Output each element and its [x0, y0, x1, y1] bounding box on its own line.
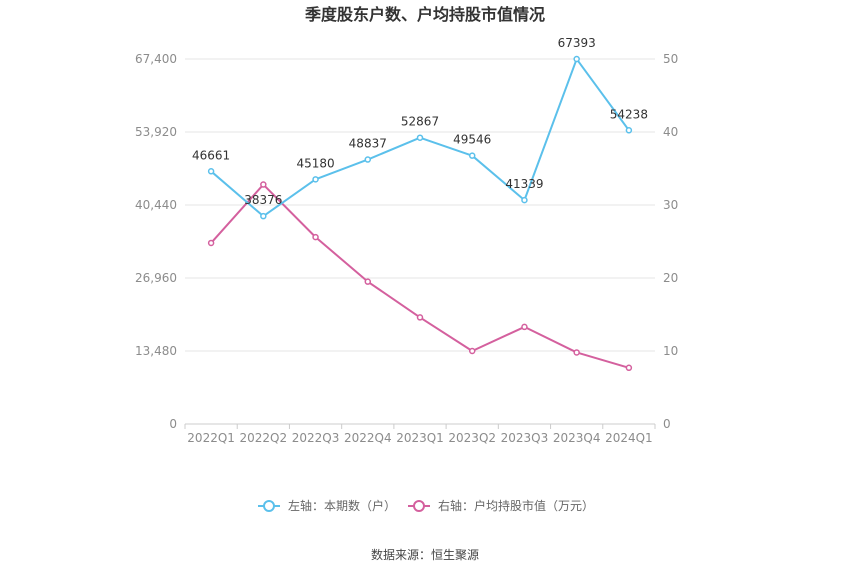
x-axis-tick-label: 2022Q4	[344, 431, 392, 445]
data-point	[260, 212, 267, 220]
data-point	[625, 364, 633, 372]
source-note: 数据来源：恒生聚源	[371, 547, 479, 562]
data-label: 41339	[505, 177, 543, 191]
data-point	[416, 134, 424, 141]
data-label: 67393	[558, 36, 596, 50]
left-axis-tick-label: 40,440	[135, 198, 177, 212]
data-label: 45180	[296, 156, 334, 170]
series-line-1	[210, 183, 630, 369]
data-point	[625, 127, 633, 134]
x-axis-tick-label: 2022Q1	[187, 431, 235, 445]
x-axis-tick-label: 2023Q2	[448, 431, 496, 445]
data-label: 38376	[244, 193, 282, 207]
series-layer: 46661 38376 45180 48837 52867 49546 41339 67393…	[192, 36, 648, 372]
data-label: 49546	[453, 133, 491, 147]
right-axis-tick-label: 0	[663, 417, 671, 431]
right-axis-tick-label: 50	[663, 52, 678, 66]
right-axis-tick-label: 40	[663, 125, 678, 139]
data-point	[468, 152, 476, 159]
legend-marker	[263, 500, 275, 512]
right-axis-tick-label: 30	[663, 198, 678, 212]
data-point	[312, 176, 319, 183]
data-point	[573, 55, 580, 63]
data-point	[573, 349, 580, 356]
left-axis-tick-label: 13,480	[135, 344, 177, 358]
data-label: 48837	[349, 137, 387, 151]
data-point	[416, 314, 424, 321]
data-label: 52867	[401, 115, 439, 129]
legend-item-1[interactable]: 右轴：户均持股市值（万元）	[408, 498, 594, 513]
x-axis-tick-label: 2022Q3	[292, 431, 340, 445]
right-axis-tick-label: 10	[663, 344, 678, 358]
data-point	[207, 168, 215, 175]
left-axis-tick-label: 26,960	[135, 271, 177, 285]
data-label: 54238	[610, 107, 648, 121]
x-axis-tick-label: 2024Q1	[605, 431, 653, 445]
data-point	[260, 181, 267, 188]
chart-title: 季度股东户数、户均持股市值情况	[304, 5, 545, 24]
data-point	[521, 196, 528, 204]
legend-label: 左轴：本期数（户）	[288, 498, 396, 513]
legend-marker	[413, 500, 425, 512]
data-point	[521, 323, 528, 331]
data-point	[364, 278, 372, 285]
right-axis-tick-label: 20	[663, 271, 678, 285]
legend-item-0[interactable]: 左轴：本期数（户）	[258, 498, 396, 513]
data-point	[468, 347, 476, 355]
x-axis-tick-label: 2022Q2	[240, 431, 288, 445]
data-point	[207, 239, 215, 247]
left-axis-tick-label: 53,920	[135, 125, 177, 139]
data-point	[364, 156, 372, 163]
legend[interactable]: 左轴：本期数（户） 右轴：户均持股市值（万元）	[258, 498, 594, 513]
left-axis-tick-label: 67,400	[135, 52, 177, 66]
data-point	[312, 233, 319, 241]
left-axis-tick-label: 0	[169, 417, 177, 431]
x-axis-tick-label: 2023Q4	[553, 431, 601, 445]
x-axis-tick-label: 2023Q1	[396, 431, 444, 445]
legend-label: 右轴：户均持股市值（万元）	[438, 498, 594, 513]
x-axis-tick-label: 2023Q3	[501, 431, 549, 445]
axes: 0 13,480 26,960 40,440 53,920 67,400 0 10 20 30 40…	[135, 52, 678, 445]
data-label: 46661	[192, 148, 230, 162]
